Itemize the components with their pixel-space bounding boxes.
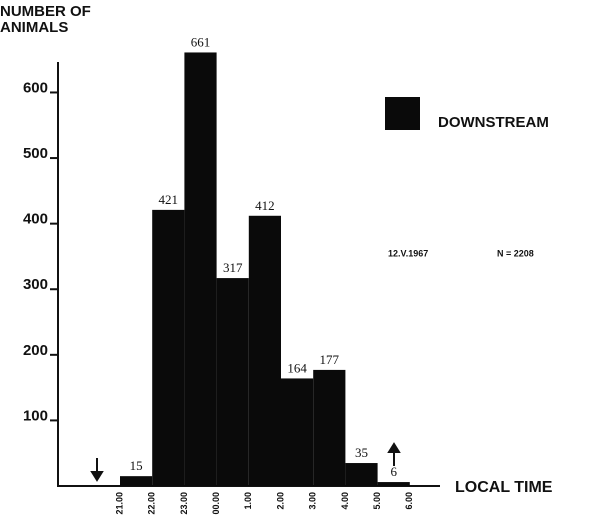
value-label: 661 <box>191 34 211 49</box>
bar <box>120 476 153 486</box>
bar <box>313 369 346 486</box>
bar <box>152 209 185 486</box>
x-tick-label: 5.00 <box>372 492 382 510</box>
value-label: 421 <box>159 192 179 207</box>
y-axis-label: NUMBER OF <box>0 3 91 20</box>
bar <box>345 463 378 486</box>
x-tick-label: 1.00 <box>243 492 253 510</box>
y-tick-label: 200 <box>23 342 48 359</box>
y-tick-label: 400 <box>23 211 48 228</box>
value-label: 15 <box>130 458 143 473</box>
y-tick-label: 600 <box>23 79 48 96</box>
annotation: N = 2208 <box>497 248 534 258</box>
bar <box>377 482 410 486</box>
y-tick-label: 100 <box>23 407 48 424</box>
x-tick-label: 4.00 <box>340 492 350 510</box>
value-label: 317 <box>223 260 243 275</box>
end-arrow <box>387 442 401 466</box>
value-label: 412 <box>255 198 275 213</box>
legend-label: DOWNSTREAM <box>438 114 549 131</box>
x-tick-label: 2.00 <box>275 492 285 510</box>
y-axis-label: ANIMALS <box>0 19 68 36</box>
x-tick-label: 21.00 <box>114 492 124 515</box>
value-label: 177 <box>320 352 340 367</box>
x-tick-label: 3.00 <box>308 492 318 510</box>
bar <box>216 278 249 486</box>
x-axis-label: LOCAL TIME <box>455 479 553 496</box>
value-label: 35 <box>355 445 368 460</box>
y-tick-label: 300 <box>23 276 48 293</box>
x-tick-label: 23.00 <box>179 492 189 515</box>
bar <box>184 52 217 487</box>
x-tick-label: 22.00 <box>147 492 157 515</box>
bar <box>281 378 314 486</box>
x-tick-label: 6.00 <box>404 492 414 510</box>
annotation: 12.V.1967 <box>388 248 428 258</box>
start-arrow <box>90 458 104 482</box>
legend-swatch <box>385 97 420 130</box>
value-label: 164 <box>287 360 307 375</box>
bar <box>248 215 281 486</box>
x-tick-label: 00.00 <box>211 492 221 515</box>
y-tick-label: 500 <box>23 145 48 162</box>
value-label: 6 <box>390 464 397 479</box>
